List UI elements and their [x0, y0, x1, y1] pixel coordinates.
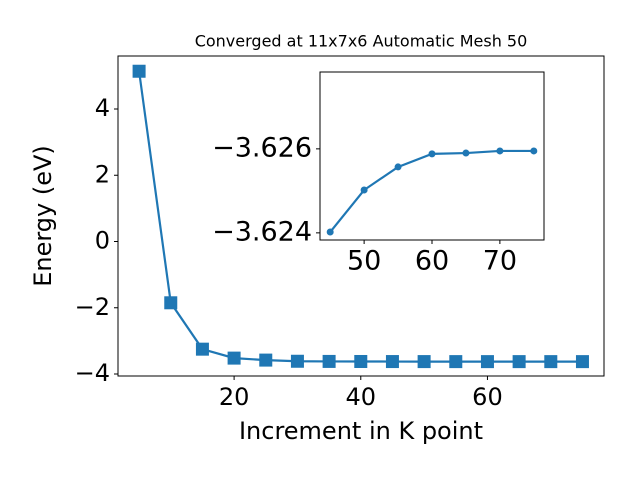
y-tick-label: −3.624: [212, 216, 312, 247]
marker: [195, 342, 209, 356]
x-tick-label: 20: [219, 383, 250, 411]
marker: [326, 228, 334, 236]
x-tick-label: 70: [483, 246, 517, 277]
x-axis-label: Increment in K point: [239, 417, 483, 445]
marker: [575, 355, 589, 369]
x-tick-label: 50: [347, 246, 381, 277]
marker: [417, 355, 431, 369]
marker: [480, 355, 494, 369]
marker: [428, 150, 436, 158]
marker: [530, 147, 538, 155]
marker: [462, 149, 470, 157]
marker: [164, 296, 178, 310]
marker: [385, 355, 399, 369]
marker: [394, 163, 402, 171]
marker: [322, 354, 336, 368]
marker: [227, 351, 241, 365]
y-tick-label: 0: [95, 227, 110, 255]
chart-title: Converged at 11x7x6 Automatic Mesh 50: [195, 32, 528, 51]
marker: [496, 147, 504, 155]
marker: [512, 355, 526, 369]
x-tick-label: 60: [472, 383, 503, 411]
marker: [259, 353, 273, 367]
marker: [132, 64, 146, 78]
marker: [544, 355, 558, 369]
y-tick-label: 2: [95, 160, 110, 188]
marker: [290, 354, 304, 368]
y-tick-label: −4: [75, 359, 110, 387]
y-axis-label: Energy (eV): [29, 145, 57, 287]
x-tick-label: 60: [415, 246, 449, 277]
x-tick-label: 40: [346, 383, 377, 411]
marker: [449, 355, 463, 369]
marker: [354, 354, 368, 368]
marker: [360, 186, 368, 194]
y-tick-label: 4: [95, 94, 110, 122]
y-tick-label: −3.626: [212, 132, 312, 163]
y-tick-label: −2: [75, 293, 110, 321]
